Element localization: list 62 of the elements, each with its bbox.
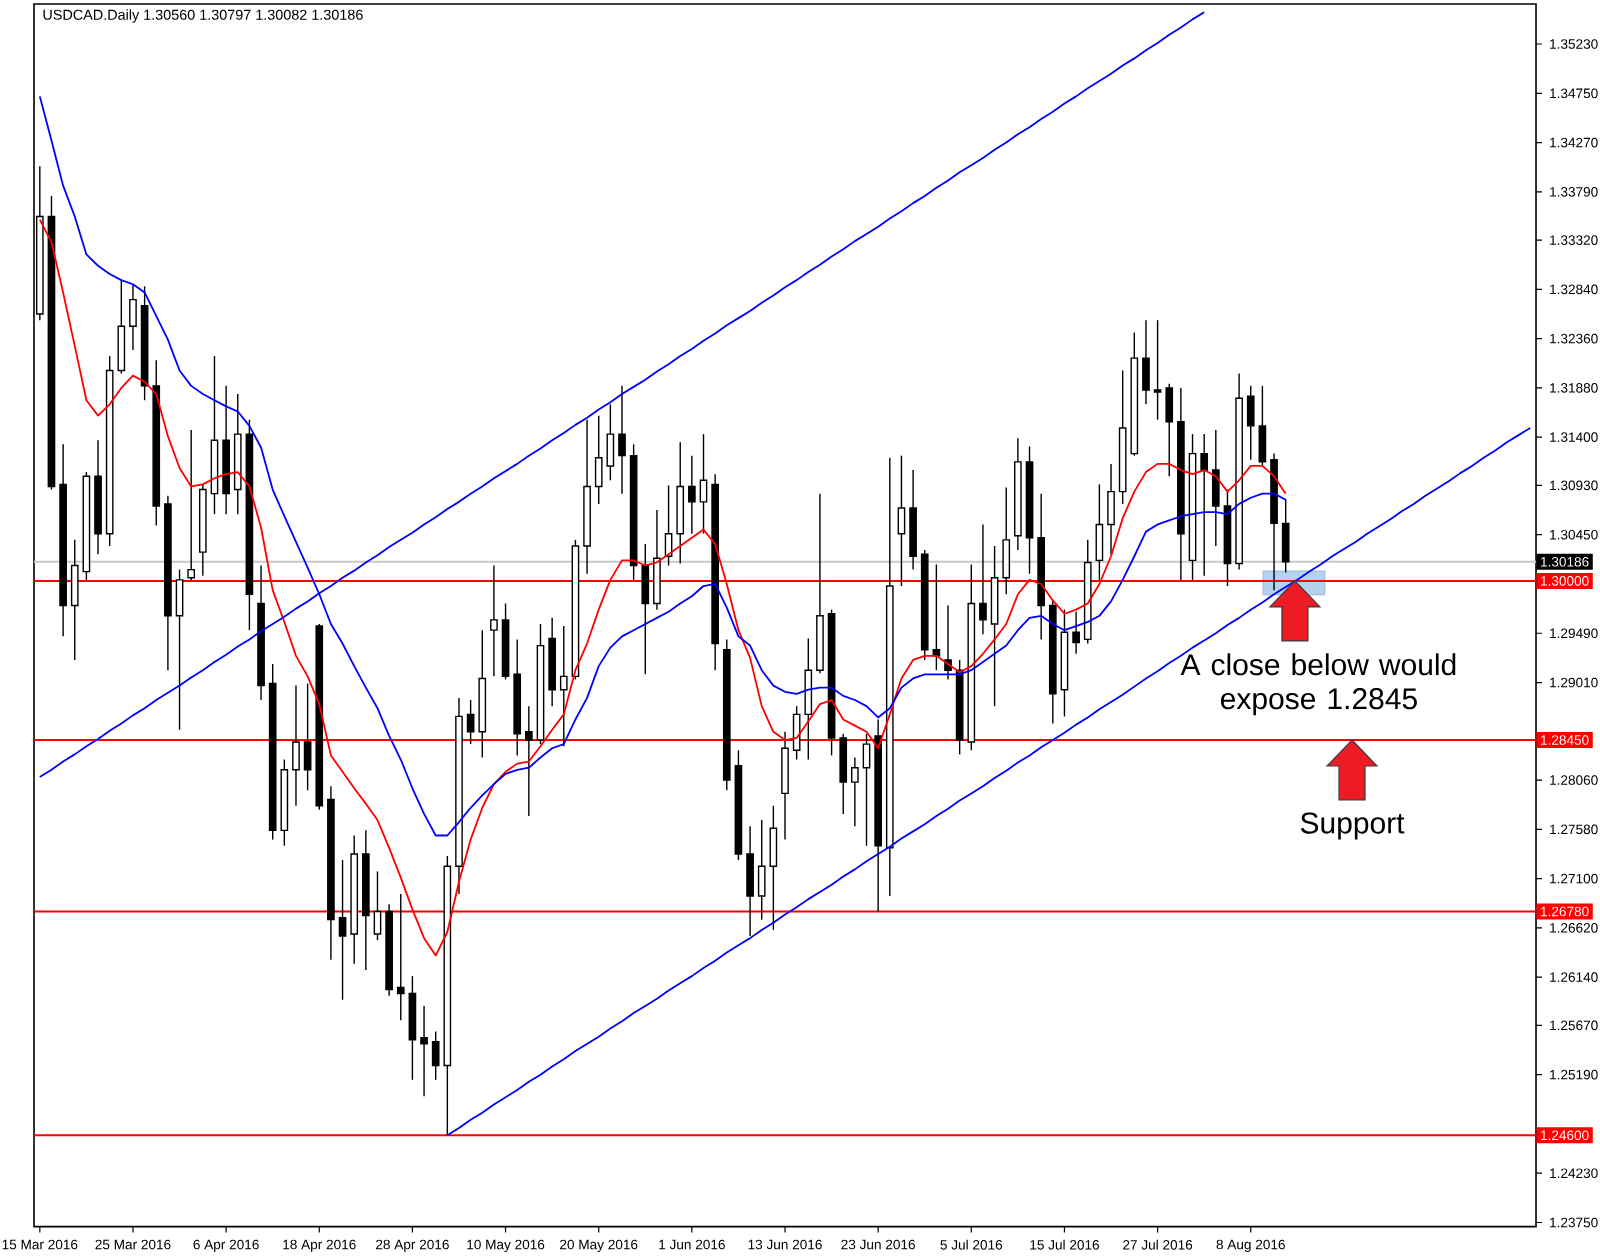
candlestick — [1107, 463, 1115, 555]
candlestick — [303, 682, 312, 792]
candlestick — [513, 638, 522, 757]
candlestick — [1037, 492, 1046, 641]
candlestick — [129, 283, 137, 351]
candlestick — [1142, 319, 1150, 406]
annotation: Support — [1300, 812, 1405, 840]
candlestick — [198, 483, 207, 577]
candlestick — [1235, 372, 1243, 571]
candlestick — [1095, 483, 1104, 581]
candlestick — [851, 756, 859, 827]
candlestick — [420, 1005, 428, 1097]
candlestick — [885, 457, 894, 897]
candlestick — [292, 684, 300, 807]
candlestick — [222, 385, 230, 515]
candlestick — [327, 785, 335, 961]
annotation: A close below would expose 1.2845 — [1180, 653, 1456, 716]
candlestick — [746, 825, 754, 937]
candlestick — [804, 637, 813, 761]
candlestick — [909, 469, 917, 571]
candlestick — [478, 629, 487, 759]
candlestick — [350, 834, 359, 965]
candlestick — [874, 718, 882, 913]
candlestick — [816, 492, 824, 674]
candlestick — [1200, 433, 1209, 577]
candlestick — [583, 419, 591, 575]
candlestick — [1014, 437, 1022, 551]
candlestick — [559, 625, 568, 747]
candlestick — [990, 545, 999, 707]
candlestick — [1211, 429, 1220, 547]
candlestick — [897, 454, 906, 587]
candlestick — [711, 473, 719, 671]
candlestick — [338, 859, 347, 1001]
candlestick — [70, 539, 79, 661]
candlestick — [455, 697, 463, 895]
candlestick — [676, 441, 685, 565]
candlestick — [257, 564, 265, 701]
candlestick — [653, 509, 661, 611]
candlestick — [979, 523, 987, 635]
candlestick — [1153, 319, 1162, 421]
candlestick — [757, 819, 766, 921]
candlestick — [1270, 452, 1278, 591]
candlestick — [490, 564, 498, 678]
candlestick — [362, 829, 370, 971]
candlestick — [1177, 387, 1185, 581]
candlestick — [233, 393, 242, 515]
candlestick — [94, 439, 102, 555]
candlestick — [548, 617, 556, 707]
candlestick — [641, 543, 650, 676]
candlestick — [781, 731, 789, 841]
candlestick — [618, 385, 626, 495]
candlestick — [699, 433, 708, 535]
candlestick — [164, 495, 172, 671]
candlestick — [385, 903, 393, 997]
candlestick — [396, 893, 405, 1021]
candlestick — [152, 359, 161, 527]
candlestick — [59, 443, 67, 638]
candlestick — [688, 454, 696, 535]
candlestick — [769, 805, 778, 931]
candlestick — [1060, 608, 1069, 718]
candlestick — [525, 705, 533, 817]
candlestick — [1072, 611, 1080, 655]
